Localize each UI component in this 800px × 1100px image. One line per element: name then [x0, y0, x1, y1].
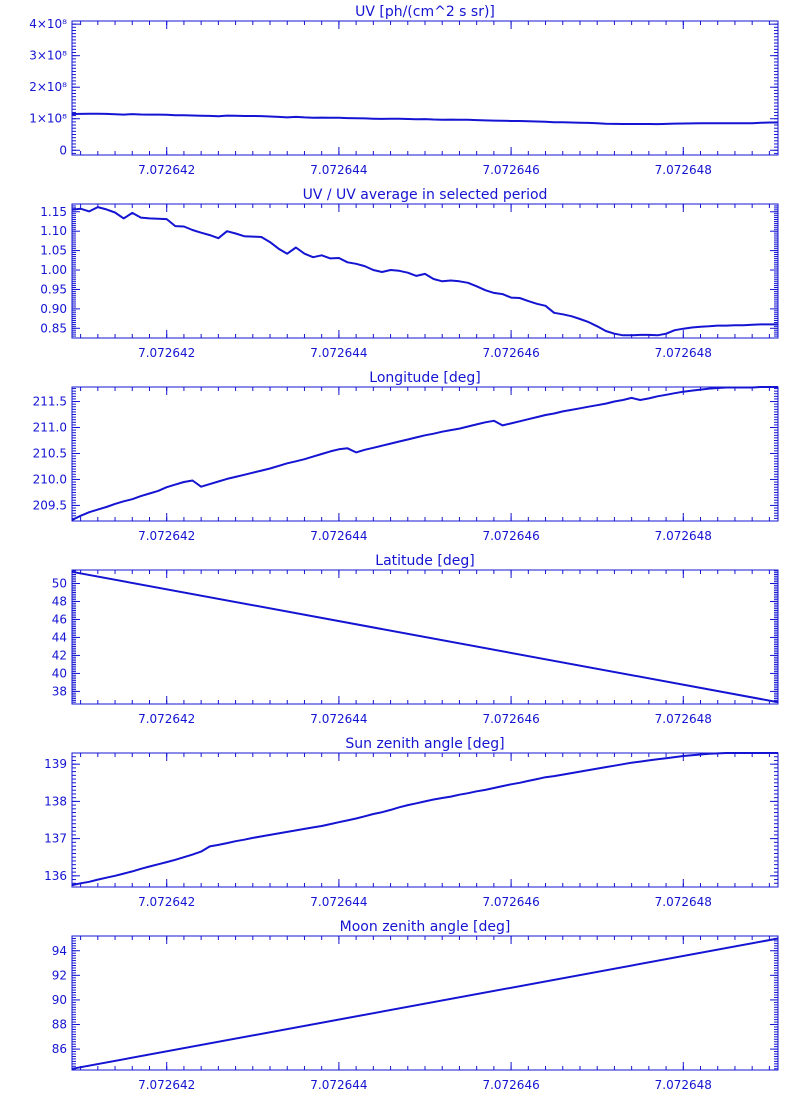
y-tick-label: 1.15	[40, 205, 67, 219]
y-tick-label: 1.10	[40, 224, 67, 238]
x-tick-label: 7.072646	[482, 712, 539, 726]
y-tick-label: 138	[44, 794, 67, 808]
chart-title: Sun zenith angle [deg]	[345, 736, 504, 752]
y-tick-label: 0.90	[40, 302, 67, 316]
x-tick-label: 7.072642	[138, 163, 195, 177]
chart-title: Longitude [deg]	[369, 370, 480, 386]
y-tick-label: 0.95	[40, 282, 67, 296]
plot-frame	[71, 203, 779, 339]
x-tick-label: 7.072644	[310, 163, 367, 177]
x-tick-label: 7.072648	[655, 163, 712, 177]
chart-title: Latitude [deg]	[375, 553, 474, 569]
y-tick-label: 42	[52, 648, 67, 662]
y-tick-label: 40	[52, 666, 67, 680]
y-tick-label: 136	[44, 869, 67, 883]
x-tick-label: 7.072646	[482, 346, 539, 360]
chart-panel: Sun zenith angle [deg] 7.072642 7.072644 7.…	[44, 736, 779, 909]
series-line	[71, 206, 778, 337]
series-line	[71, 752, 778, 887]
x-tick-label: 7.072648	[655, 346, 712, 360]
y-tick-label: 209.5	[33, 498, 67, 512]
series-line	[71, 570, 779, 704]
y-tick-label: 1.05	[40, 244, 67, 258]
chart-title: Moon zenith angle [deg]	[340, 919, 511, 935]
series-line	[71, 386, 778, 521]
plot-frame	[71, 20, 779, 156]
y-tick-label: 139	[44, 757, 67, 771]
chart-panel: Longitude [deg] 7.072642 7.072644 7.072646 7…	[33, 370, 779, 543]
y-tick-label: 86	[52, 1042, 67, 1056]
y-tick-label: 38	[52, 684, 67, 698]
x-tick-label: 7.072642	[138, 529, 195, 543]
chart-title: UV [ph/(cm^2 s sr)]	[355, 4, 495, 20]
y-tick-label: 211.0	[33, 421, 67, 435]
y-tick-label: 94	[52, 944, 67, 958]
y-tick-label: 137	[44, 832, 67, 846]
x-tick-label: 7.072642	[138, 895, 195, 909]
y-tick-label: 46	[52, 612, 67, 626]
y-tick-label: 210.5	[33, 446, 67, 460]
chart-panel: UV [ph/(cm^2 s sr)] 7.072642 7.072644 7.072…	[29, 4, 779, 177]
plot-frame	[71, 752, 779, 888]
x-tick-label: 7.072642	[138, 712, 195, 726]
y-tick-label: 211.5	[33, 395, 67, 409]
y-tick-label: 50	[52, 576, 67, 590]
y-tick-label: 0.85	[40, 321, 67, 335]
x-tick-label: 7.072642	[138, 1078, 195, 1092]
y-tick-label: 90	[52, 993, 67, 1007]
y-tick-label: 44	[52, 630, 67, 644]
y-tick-label: 210.0	[33, 472, 67, 486]
x-tick-label: 7.072648	[655, 895, 712, 909]
x-tick-label: 7.072646	[482, 895, 539, 909]
x-tick-label: 7.072646	[482, 529, 539, 543]
chart-title: UV / UV average in selected period	[303, 187, 548, 203]
plot-frame	[71, 386, 779, 522]
y-tick-label: 0	[59, 143, 67, 157]
series-line	[71, 112, 778, 126]
series-line	[71, 937, 779, 1070]
x-tick-label: 7.072648	[655, 1078, 712, 1092]
y-tick-label: 4×10⁸	[29, 17, 67, 31]
chart-panel: Latitude [deg] 7.072642 7.072644 7.072646 7.…	[52, 553, 779, 726]
x-tick-label: 7.072646	[482, 163, 539, 177]
y-tick-label: 48	[52, 594, 67, 608]
y-tick-label: 1×10⁸	[29, 112, 67, 126]
x-tick-label: 7.072646	[482, 1078, 539, 1092]
y-tick-label: 3×10⁸	[29, 49, 67, 63]
y-tick-label: 2×10⁸	[29, 80, 67, 94]
x-tick-label: 7.072644	[310, 895, 367, 909]
y-tick-label: 92	[52, 968, 67, 982]
chart-panel: Moon zenith angle [deg] 7.072642 7.072644 7…	[52, 919, 779, 1092]
x-tick-label: 7.072642	[138, 346, 195, 360]
y-tick-label: 1.00	[40, 263, 67, 277]
x-tick-label: 7.072644	[310, 346, 367, 360]
x-tick-label: 7.072644	[310, 712, 367, 726]
x-tick-label: 7.072644	[310, 529, 367, 543]
chart-panel: UV / UV average in selected period 7.0726…	[40, 187, 779, 360]
x-tick-label: 7.072648	[655, 529, 712, 543]
x-tick-label: 7.072644	[310, 1078, 367, 1092]
y-tick-label: 88	[52, 1018, 67, 1032]
x-tick-label: 7.072648	[655, 712, 712, 726]
